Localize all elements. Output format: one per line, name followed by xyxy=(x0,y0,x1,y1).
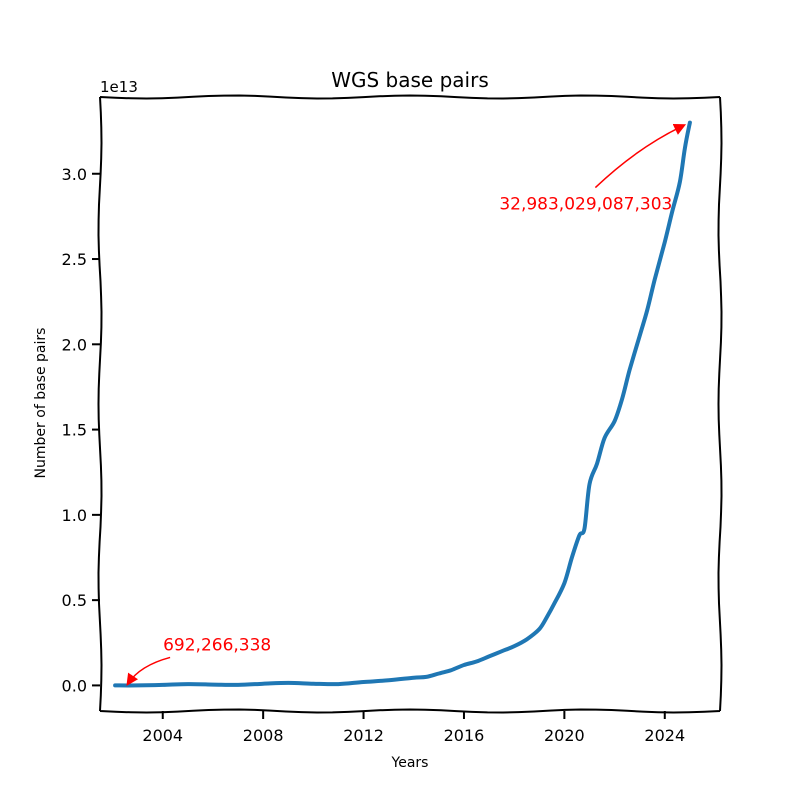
series-line xyxy=(113,120,692,688)
annotations: 692,266,338 32,983,029,087,303 xyxy=(126,124,687,686)
y-axis-label: Number of base pairs xyxy=(33,328,49,479)
annotation-arrow xyxy=(594,124,687,189)
annotation-label: 32,983,029,087,303 xyxy=(499,195,672,215)
y-tick-label: 0.5 xyxy=(62,591,87,610)
y-tick-label: 2.0 xyxy=(62,335,87,354)
x-tick-label: 2004 xyxy=(142,726,183,745)
y-axis-ticks: 0.0 0.5 1.0 1.5 2.0 2.5 3.0 xyxy=(62,165,100,695)
annotation-arrow xyxy=(126,656,171,686)
x-tick-label: 2020 xyxy=(544,726,585,745)
y-tick-label: 1.0 xyxy=(62,506,87,525)
y-axis-offset-label: 1e13 xyxy=(100,78,138,96)
x-tick-label: 2016 xyxy=(444,726,485,745)
plot-frame xyxy=(97,94,723,714)
x-axis-ticks: 2004 2008 2012 2016 2020 2024 xyxy=(142,711,685,745)
annotation-label: 692,266,338 xyxy=(163,635,271,655)
y-tick-label: 1.5 xyxy=(62,421,87,440)
x-axis-label: Years xyxy=(391,755,429,771)
x-tick-label: 2024 xyxy=(644,726,685,745)
y-tick-label: 3.0 xyxy=(62,165,87,184)
x-tick-label: 2012 xyxy=(343,726,384,745)
y-tick-label: 0.0 xyxy=(62,676,87,695)
y-tick-label: 2.5 xyxy=(62,250,87,269)
chart-title: WGS base pairs xyxy=(331,68,489,92)
x-tick-label: 2008 xyxy=(243,726,284,745)
